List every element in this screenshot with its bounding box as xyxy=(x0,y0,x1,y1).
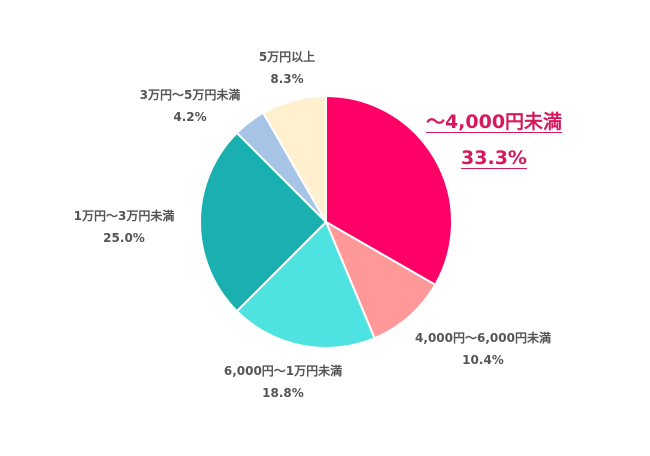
label-over-50000: 5万円以上 8.3% xyxy=(259,46,315,90)
label-name: 3万円〜5万円未満 xyxy=(139,88,241,102)
label-6000-10000: 6,000円〜1万円未満 18.8% xyxy=(224,360,342,404)
pie-slice xyxy=(261,94,327,226)
label-pct: 4.2% xyxy=(173,110,207,124)
label-30000-50000: 3万円〜5万円未満 4.2% xyxy=(140,84,241,128)
pie-slice xyxy=(235,220,376,349)
label-name: 4,000円〜6,000円未満 xyxy=(415,331,551,345)
label-pct: 8.3% xyxy=(270,72,304,86)
label-under-4000: 〜4,000円未満 33.3% xyxy=(426,104,562,176)
label-pct: 33.3% xyxy=(461,147,527,169)
label-pct: 10.4% xyxy=(462,353,504,367)
label-name: 1万円〜3万円未満 xyxy=(73,209,175,223)
pie-slices xyxy=(198,94,453,349)
pie-slice xyxy=(325,94,453,287)
label-pct: 25.0% xyxy=(103,231,145,245)
label-pct: 18.8% xyxy=(262,386,304,400)
label-4000-6000: 4,000円〜6,000円未満 10.4% xyxy=(415,327,551,371)
label-name: 〜4,000円未満 xyxy=(425,111,563,133)
label-name: 5万円以上 xyxy=(258,50,316,64)
pie-slice xyxy=(323,219,437,340)
label-10000-30000: 1万円〜3万円未満 25.0% xyxy=(74,205,175,249)
label-name: 6,000円〜1万円未満 xyxy=(223,364,343,378)
pie-slice xyxy=(198,131,328,313)
